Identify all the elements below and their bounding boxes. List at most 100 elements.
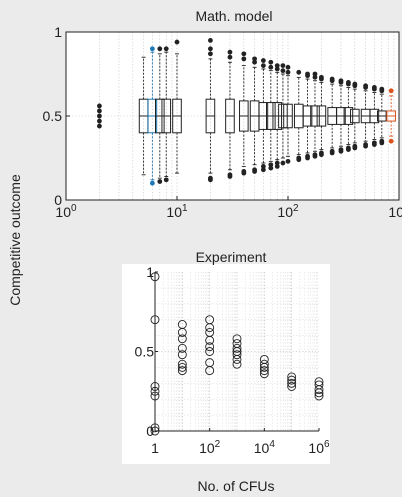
x-tick-label: 101	[166, 203, 188, 220]
outlier-point	[329, 148, 335, 154]
outlier-point	[345, 145, 351, 151]
box-850	[386, 88, 396, 144]
box-175	[310, 71, 320, 159]
box-30	[225, 49, 235, 179]
y-tick-label: 1	[146, 264, 154, 280]
box-8	[161, 46, 172, 183]
data-point	[232, 339, 242, 348]
outlier-point	[227, 172, 233, 178]
outlier-point	[97, 113, 102, 119]
data-point	[232, 343, 242, 353]
x-tick-label: 1	[151, 440, 159, 456]
outlier-point	[371, 85, 377, 90]
outlier-point	[305, 71, 310, 77]
outlier-point	[157, 179, 163, 184]
y-tick-label: 1	[54, 24, 62, 40]
data-point	[205, 358, 215, 368]
data-point	[259, 359, 269, 369]
data-point	[259, 366, 269, 376]
experiment-x-ticks: 1 102 104 106	[151, 428, 330, 456]
data-point	[259, 355, 269, 364]
experiment-y-ticks: 00.51	[135, 264, 158, 439]
outlier-point	[319, 150, 324, 156]
outlier-point	[338, 78, 344, 84]
outlier-point	[252, 167, 257, 173]
box-40	[239, 51, 249, 176]
data-point	[205, 347, 215, 356]
data-point	[287, 382, 297, 391]
box-20	[205, 38, 216, 183]
data-point	[177, 359, 187, 369]
outlier-point	[371, 140, 377, 146]
outlier-point	[274, 160, 280, 166]
outlier-point	[280, 160, 286, 166]
outlier-point	[312, 74, 318, 80]
outlier-point	[97, 123, 102, 129]
outlier-point	[260, 167, 266, 173]
data-point	[205, 327, 215, 337]
outlier-point	[379, 138, 385, 144]
math-model-y-ticks: 00.51	[43, 24, 70, 208]
experiment-xlabel: No. of CFUs	[197, 478, 274, 494]
box-60	[258, 58, 269, 173]
outlier-point	[208, 38, 213, 43]
data-point	[150, 426, 160, 436]
outlier-point	[379, 86, 385, 92]
outlier-point	[163, 46, 169, 52]
box-2	[97, 103, 102, 129]
experiment-title: Experiment	[196, 249, 267, 265]
data-point	[177, 343, 187, 353]
experiment-points	[150, 272, 324, 436]
outlier-point	[352, 81, 358, 87]
data-point	[150, 315, 160, 325]
data-point	[205, 342, 215, 352]
outlier-point	[285, 69, 291, 75]
outlier-point	[97, 108, 102, 114]
data-point	[232, 359, 242, 369]
shared-ylabel: Competitive outcome	[7, 174, 23, 306]
data-point	[177, 334, 187, 344]
outlier-point	[97, 118, 102, 124]
outlier-point	[363, 142, 368, 147]
outlier-point	[388, 138, 394, 144]
y-tick-label: 0.5	[135, 344, 155, 360]
data-point	[287, 378, 297, 388]
data-point	[314, 391, 324, 401]
box-250	[327, 76, 337, 156]
box-400	[350, 81, 360, 151]
x-tick-label: 102	[199, 439, 221, 456]
outlier-point	[345, 80, 351, 85]
x-tick-label: 104	[254, 439, 276, 456]
data-point	[287, 372, 297, 382]
box-5	[138, 56, 149, 176]
data-point	[150, 272, 160, 282]
experiment-grid	[155, 272, 319, 431]
outlier-point	[268, 165, 274, 171]
data-point	[150, 386, 160, 396]
outlier-point	[296, 155, 302, 161]
outlier-point	[352, 143, 358, 149]
data-point	[177, 320, 187, 329]
math-model-x-ticks: 100 101 102 103	[55, 196, 402, 220]
data-point	[205, 315, 215, 325]
outlier-point	[319, 74, 324, 80]
box-70	[266, 59, 276, 171]
outlier-point	[305, 153, 310, 159]
box-100	[283, 64, 293, 164]
data-point	[150, 382, 160, 391]
data-point	[314, 380, 324, 390]
outlier-point	[285, 158, 291, 164]
outlier-point	[338, 147, 344, 153]
outlier-point	[241, 51, 247, 57]
x-tick-label: 100	[55, 203, 77, 220]
box-700	[377, 86, 387, 146]
outlier-point	[280, 63, 286, 68]
data-point	[232, 334, 242, 344]
outlier-point	[149, 46, 155, 52]
outlier-point	[268, 64, 274, 70]
outlier-point	[329, 76, 335, 82]
box-10	[172, 39, 182, 174]
outlier-point	[163, 177, 169, 183]
data-point	[150, 423, 160, 433]
math-model-panel: 100101102103 00.51 Math. model	[43, 8, 402, 220]
